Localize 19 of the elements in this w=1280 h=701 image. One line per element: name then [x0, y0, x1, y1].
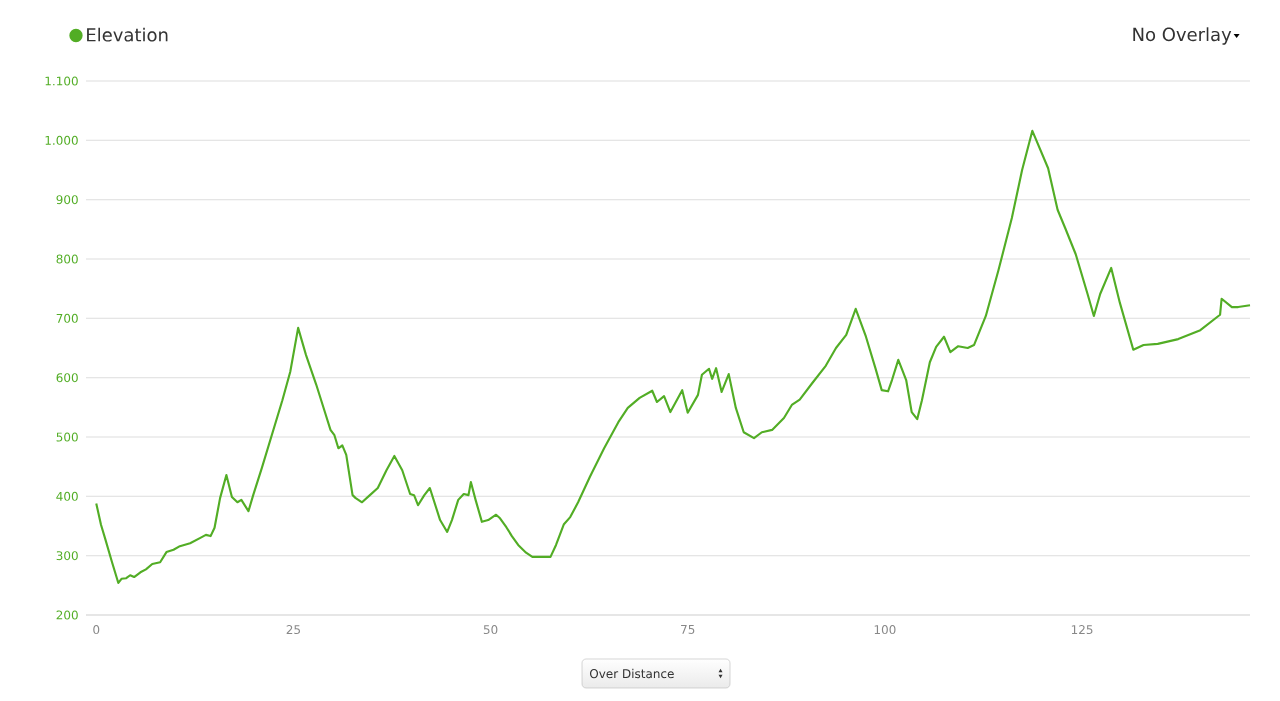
- y-tick-label: 900: [56, 195, 78, 205]
- y-tick-label: 700: [56, 313, 78, 323]
- y-tick-label: 400: [56, 491, 78, 501]
- legend-label: Elevation: [87, 27, 168, 42]
- y-tick-label: 1.000: [45, 135, 78, 145]
- text: Over Distance: [589, 668, 674, 679]
- x-tick-label: 50: [483, 625, 498, 635]
- x-tick-label: 25: [286, 625, 300, 635]
- y-tick-label: 200: [56, 610, 78, 620]
- y-tick-label: 600: [56, 373, 78, 383]
- x-tick-label: 75: [681, 625, 695, 634]
- y-tick-label: 1.100: [45, 76, 78, 86]
- y-tick-label: 800: [56, 254, 78, 264]
- x-tick-label: 100: [874, 625, 896, 635]
- y-tick-label: 500: [56, 432, 78, 442]
- y-tick-label: 300: [56, 551, 78, 561]
- text: No Overlay: [1133, 27, 1232, 45]
- x-tick-label: 0: [93, 625, 100, 635]
- x-tick-label: 125: [1071, 625, 1093, 635]
